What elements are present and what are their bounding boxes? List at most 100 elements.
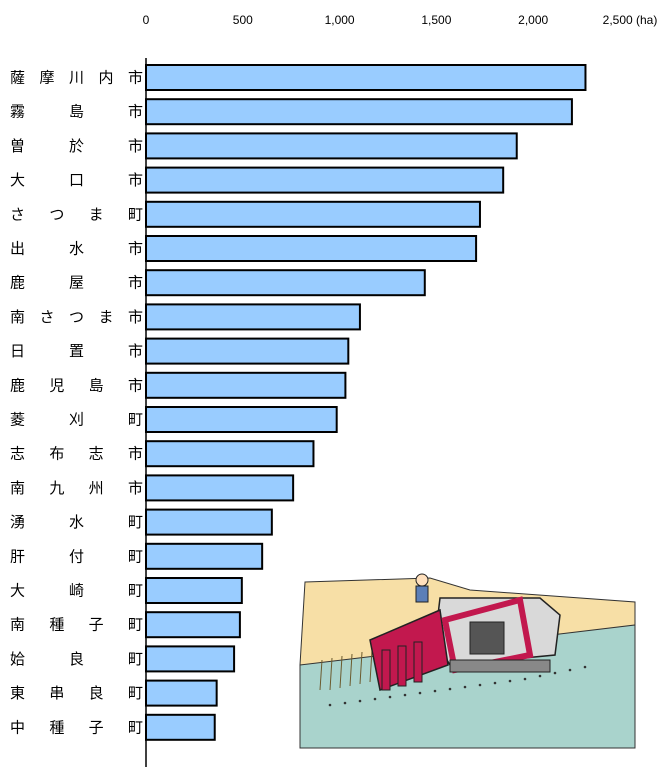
category-label-char: 市 (128, 342, 143, 360)
category-label: 大崎町 (10, 582, 143, 600)
category-label-char: 町 (128, 684, 143, 702)
category-label-char: 水 (69, 513, 84, 531)
x-tick-label: 1,000 (325, 13, 355, 27)
category-label-char: 市 (128, 137, 143, 155)
category-label-char: 日 (10, 342, 25, 360)
category-label-char: 東 (10, 684, 25, 702)
category-label-char: 町 (128, 205, 143, 223)
category-label: 南さつま市 (10, 308, 143, 326)
category-label-char: さ (10, 205, 25, 223)
category-label-char: 種 (49, 718, 64, 736)
category-label-char: 出 (10, 240, 25, 258)
rice-harvester-illustration (298, 568, 638, 750)
bar (145, 679, 218, 707)
category-label-char: 町 (128, 650, 143, 668)
bar (145, 269, 426, 297)
x-tick-label: 500 (233, 13, 253, 27)
category-label: 肝付町 (10, 547, 143, 565)
bar (145, 166, 505, 194)
category-label-char: 児 (49, 376, 64, 394)
category-label-char: 中 (10, 718, 25, 736)
category-label-char: 子 (89, 616, 104, 634)
category-label-char: さ (40, 308, 55, 326)
category-label-char: 屋 (69, 274, 84, 292)
category-label-char: 九 (49, 479, 64, 497)
bar (145, 645, 236, 673)
category-label-char: 州 (89, 479, 104, 497)
category-label-char: 町 (128, 616, 143, 634)
category-label-char: 市 (128, 445, 143, 463)
category-label-char: 市 (128, 240, 143, 258)
category-label: 中種子町 (10, 718, 143, 736)
category-label-char: 曽 (10, 137, 25, 155)
bar (145, 611, 241, 639)
category-label-char: 串 (49, 684, 64, 702)
category-label-char: 島 (69, 103, 84, 121)
category-label-char: 崎 (69, 582, 84, 600)
category-label-char: 町 (128, 582, 143, 600)
bar (145, 440, 315, 468)
category-label-char: 南 (10, 308, 25, 326)
category-label-char: 布 (49, 445, 64, 463)
category-label: 湧水町 (10, 513, 143, 531)
bar (145, 235, 478, 262)
category-label-char: 大 (10, 171, 25, 189)
category-label-char: 薩 (10, 69, 25, 87)
bar (145, 98, 573, 126)
category-label-char: 町 (128, 513, 143, 531)
category-label: さつま町 (10, 205, 143, 223)
category-label: 姶良町 (10, 650, 143, 668)
category-label-char: 志 (10, 445, 25, 463)
category-label-char: 市 (128, 308, 143, 326)
category-label-char: 摩 (40, 69, 55, 87)
category-label-char: 町 (128, 547, 143, 565)
category-label-char: 種 (49, 616, 64, 634)
category-label-char: 子 (89, 718, 104, 736)
category-label-char: 置 (69, 342, 84, 360)
category-label: 曽於市 (10, 137, 143, 155)
x-tick-label: 1,500 (421, 13, 451, 27)
bar (145, 474, 295, 502)
category-label-char: 南 (10, 616, 25, 634)
category-label: 薩摩川内市 (10, 69, 143, 87)
x-tick-label: 0 (143, 13, 150, 27)
category-label: 志布志市 (10, 445, 143, 463)
bar (145, 132, 518, 160)
category-label: 出水市 (10, 240, 143, 258)
bar (145, 64, 587, 91)
category-label-char: 水 (69, 240, 84, 258)
bar (145, 371, 347, 399)
category-label-char: 刈 (69, 411, 84, 429)
category-label: 南種子町 (10, 616, 143, 634)
bar (145, 577, 243, 604)
category-label: 鹿児島市 (10, 376, 143, 394)
category-label-char: 川 (69, 69, 84, 87)
bar (145, 713, 216, 741)
category-label: 霧島市 (10, 103, 143, 121)
category-label: 東串良町 (10, 684, 143, 702)
bar (145, 303, 361, 331)
category-label: 菱刈町 (10, 411, 143, 429)
category-label-char: 付 (69, 547, 84, 565)
bar (145, 542, 264, 570)
category-label-char: 口 (69, 171, 84, 189)
category-label-char: 肝 (10, 547, 25, 565)
category-label-char: 町 (128, 718, 143, 736)
category-label-char: 南 (10, 479, 25, 497)
category-label-char: 良 (89, 684, 104, 702)
category-label-char: 志 (89, 445, 104, 463)
category-label-char: 鹿 (10, 274, 25, 292)
category-label-char: 島 (89, 376, 104, 394)
x-tick-label: 2,000 (518, 13, 548, 27)
x-tick-label: 2,500 (ha) (603, 13, 658, 27)
category-labels: 薩摩川内市霧島市曽於市大口市さつま町出水市鹿屋市南さつま市日置市鹿児島市菱刈町志… (10, 69, 143, 737)
category-label-char: 霧 (10, 103, 25, 121)
category-label: 日置市 (10, 342, 143, 360)
category-label: 鹿屋市 (10, 274, 143, 292)
category-label-char: つ (69, 308, 84, 326)
category-label: 南九州市 (10, 479, 143, 497)
category-label-char: 市 (128, 274, 143, 292)
x-axis-ticks: 0 500 1,000 1,500 2,000 2,500 (ha) (143, 13, 658, 27)
category-label-char: 市 (128, 103, 143, 121)
